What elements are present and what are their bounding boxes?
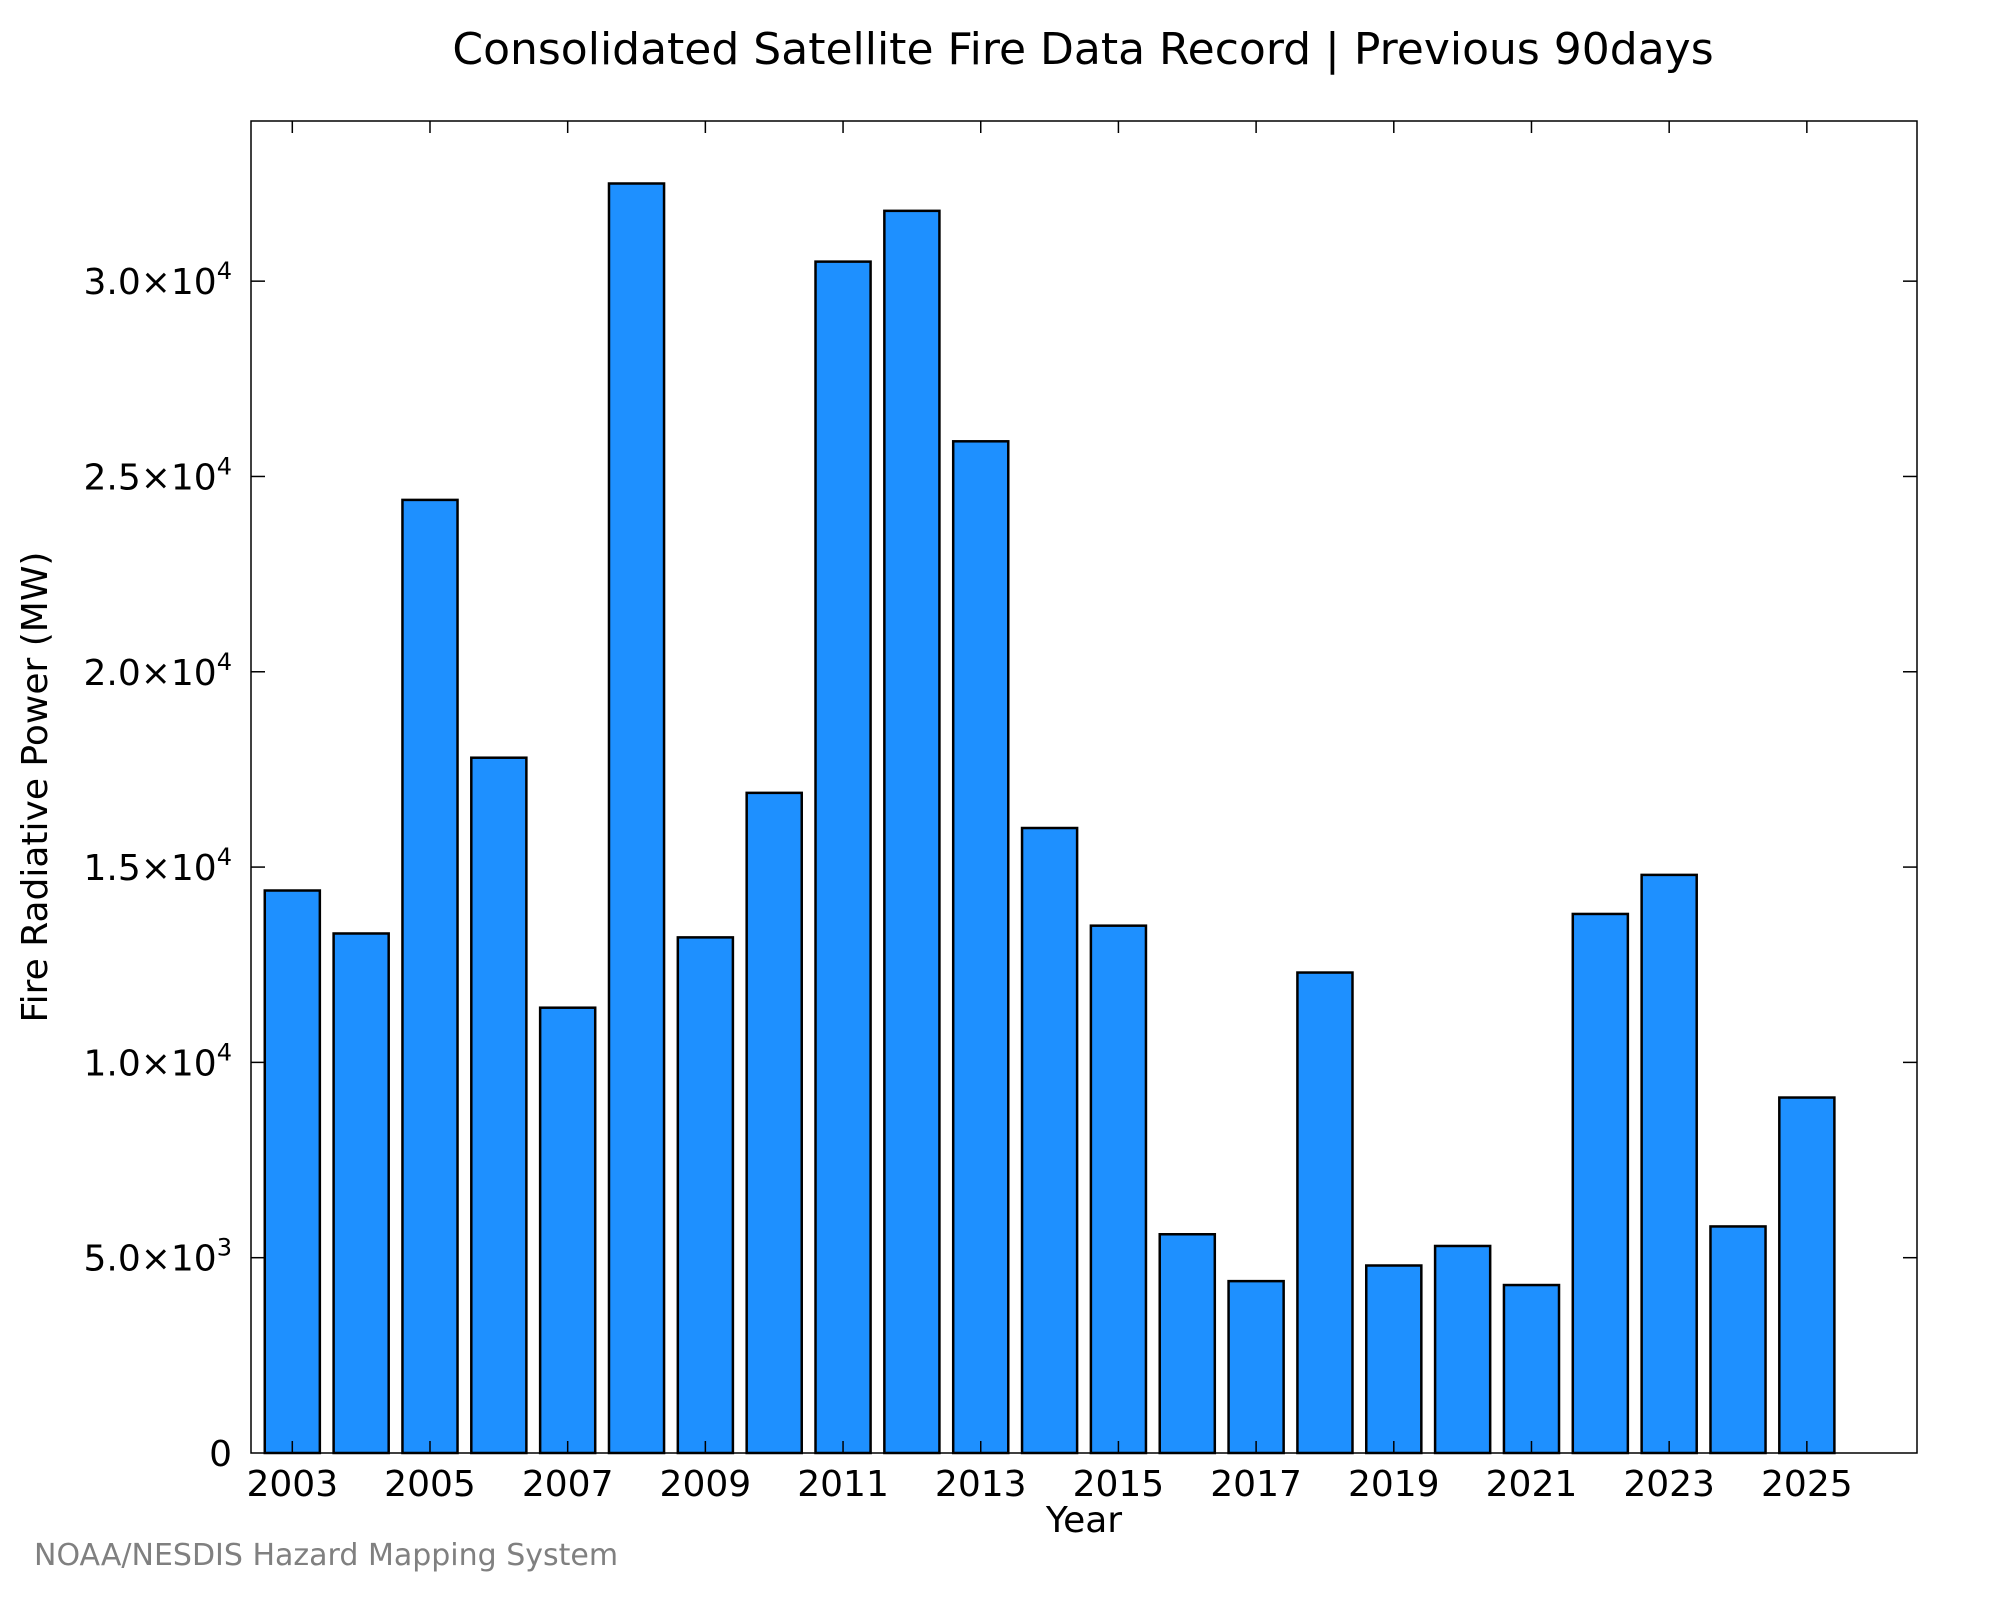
bar-2007 [538, 1006, 597, 1455]
x-tick-label: 2009 [660, 1464, 752, 1505]
plot-frame [250, 120, 1918, 1454]
bar-2012 [883, 209, 941, 1455]
bar-2010 [745, 791, 803, 1455]
bar-2014 [1020, 826, 1079, 1455]
bar-2024 [1709, 1225, 1767, 1455]
x-axis-label: Year [1045, 1500, 1122, 1541]
chart-title: Consolidated Satellite Fire Data Record … [452, 24, 1713, 75]
bar-2013 [951, 440, 1010, 1455]
x-tick-label: 2025 [1761, 1464, 1853, 1505]
bar-2003 [263, 889, 322, 1455]
bar-2005 [401, 498, 459, 1455]
y-axis-ticks: 05.0×1031.0×1041.5×1042.0×1042.5×1043.0×… [83, 257, 1917, 1475]
bar-2009 [676, 936, 735, 1455]
y-tick-exponent: 4 [217, 648, 232, 676]
y-tick-exponent: 4 [217, 452, 232, 480]
x-tick-label: 2005 [384, 1464, 476, 1505]
y-tick-exponent: 4 [217, 1038, 232, 1066]
bar-2023 [1640, 873, 1698, 1455]
bar-2022 [1571, 912, 1630, 1455]
bar-2004 [332, 932, 390, 1455]
x-tick-label: 2021 [1486, 1464, 1578, 1505]
x-tick-label: 2013 [935, 1464, 1027, 1505]
bar-2021 [1502, 1283, 1561, 1455]
y-tick-label: 3.0×104 [83, 257, 232, 303]
x-tick-label: 2003 [246, 1464, 338, 1505]
source-credit: NOAA/NESDIS Hazard Mapping System [34, 1538, 619, 1573]
bars-group [263, 182, 1836, 1455]
x-tick-label: 2019 [1348, 1464, 1440, 1505]
y-tick-mantissa: 2.0×10 [83, 653, 216, 694]
y-tick-mantissa: 5.0×10 [83, 1239, 216, 1280]
y-tick-label: 2.5×104 [83, 452, 232, 498]
bar-2017 [1227, 1279, 1285, 1455]
bar-2008 [607, 182, 666, 1455]
x-tick-label: 2015 [1073, 1464, 1165, 1505]
y-tick-mantissa: 1.0×10 [83, 1043, 216, 1084]
bar-2015 [1089, 924, 1148, 1455]
bar-2020 [1433, 1244, 1492, 1455]
y-tick-mantissa: 2.5×10 [83, 457, 216, 498]
y-tick-label: 2.0×104 [83, 648, 232, 694]
y-tick-label: 1.0×104 [83, 1038, 232, 1084]
x-tick-label: 2007 [522, 1464, 614, 1505]
x-tick-label: 2023 [1623, 1464, 1715, 1505]
y-tick-label: 1.5×104 [83, 843, 232, 889]
bar-2016 [1158, 1233, 1217, 1455]
y-tick-label: 0 [209, 1434, 232, 1475]
bar-2025 [1778, 1096, 1836, 1455]
y-axis-label: Fire Radiative Power (MW) [15, 552, 56, 1023]
y-tick-mantissa: 0 [209, 1434, 232, 1475]
y-tick-mantissa: 3.0×10 [83, 262, 216, 303]
x-tick-label: 2011 [797, 1464, 889, 1505]
y-tick-mantissa: 1.5×10 [83, 848, 216, 889]
y-tick-exponent: 4 [217, 257, 232, 285]
x-axis-ticks: 2003 2005 2007 2009 2011 2013 2015 2017 2019 2021… [246, 121, 1853, 1505]
y-tick-exponent: 4 [217, 843, 232, 871]
bar-2019 [1365, 1264, 1423, 1455]
bar-2018 [1296, 971, 1354, 1455]
x-tick-label: 2017 [1210, 1464, 1302, 1505]
y-tick-exponent: 3 [217, 1234, 232, 1262]
bar-2011 [814, 260, 872, 1455]
bar-2006 [470, 756, 528, 1455]
y-tick-label: 5.0×103 [83, 1234, 232, 1280]
